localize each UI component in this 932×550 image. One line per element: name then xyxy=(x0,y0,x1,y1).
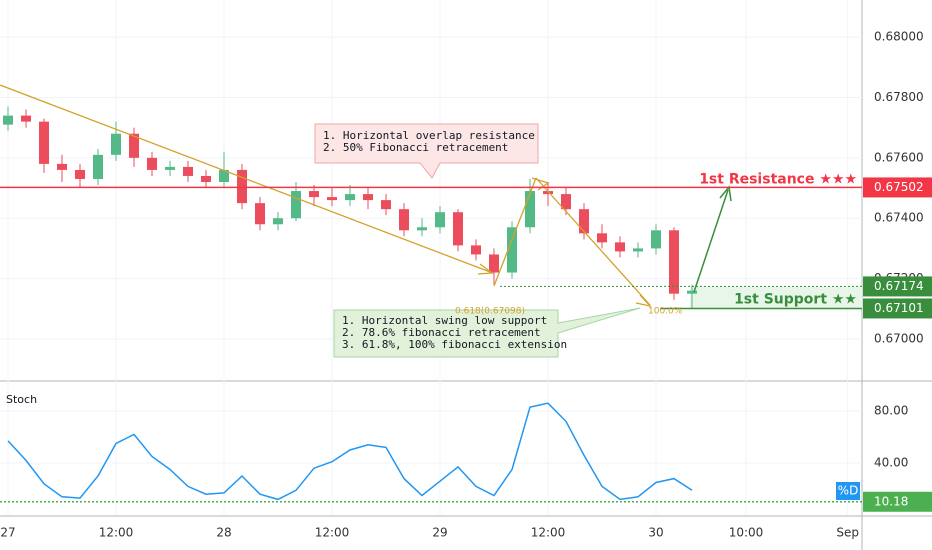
price-label: 0.67502 xyxy=(874,180,924,194)
candle-body xyxy=(93,154,104,179)
x-tick-label: 28 xyxy=(216,526,231,540)
candle-body xyxy=(452,212,463,246)
price-label-box xyxy=(863,298,932,319)
level-label: 1st Support ★★ xyxy=(734,291,857,307)
candle-body xyxy=(417,227,428,231)
y-tick-label: 40.00 xyxy=(874,456,908,470)
arrowhead xyxy=(635,294,652,308)
callout-text: 3. 61.8%, 100% fibonacci extension xyxy=(342,338,567,351)
candle-body xyxy=(524,191,535,228)
candle-body xyxy=(183,166,194,176)
candles xyxy=(3,106,697,309)
candle-body xyxy=(219,169,230,183)
candle-body xyxy=(399,209,410,231)
stoch-line xyxy=(7,402,693,501)
candle-body xyxy=(650,230,661,249)
candle-body xyxy=(381,200,392,210)
fib-label: 100.0% xyxy=(648,307,683,317)
fib-line xyxy=(535,177,651,306)
x-tick-label: Sep xyxy=(836,526,859,540)
fib-line xyxy=(493,177,537,287)
candle-body xyxy=(327,197,338,201)
x-tick-label: 27 xyxy=(0,526,15,540)
candle-body xyxy=(129,133,140,158)
callout-text: 1. Horizontal overlap resistance xyxy=(323,129,535,142)
candle-body xyxy=(255,203,266,225)
y-tick-label: 0.67000 xyxy=(874,331,924,345)
candle-body xyxy=(542,191,553,195)
candle-body xyxy=(470,245,481,255)
callout-text: 2. 50% Fibonacci retracement xyxy=(323,141,508,154)
candle-body xyxy=(39,121,50,164)
y-tick-label: 0.68000 xyxy=(874,30,924,44)
trend-line xyxy=(0,84,491,273)
drawings xyxy=(0,84,652,308)
x-tick-label: 12:00 xyxy=(531,526,566,540)
candle-body xyxy=(488,254,499,273)
candle-body xyxy=(75,169,86,179)
x-tick-label: 12:00 xyxy=(315,526,350,540)
x-tick-label: 12:00 xyxy=(99,526,134,540)
y-tick-label: 0.67400 xyxy=(874,211,924,225)
callout-box xyxy=(314,123,539,179)
candle-body xyxy=(560,194,571,210)
price-label-box xyxy=(863,276,932,297)
candle-body xyxy=(273,218,284,225)
price-label: 0.67101 xyxy=(874,301,924,315)
pane-title: Stoch xyxy=(6,393,37,406)
y-tick-label: 0.67800 xyxy=(874,90,924,104)
y-tick-label: 0.67600 xyxy=(874,150,924,164)
candle-body xyxy=(21,115,32,122)
candle-body xyxy=(57,163,68,170)
x-tick-label: 10:00 xyxy=(729,526,764,540)
y-tick-label: 80.00 xyxy=(874,404,908,418)
candle-body xyxy=(201,175,212,183)
support-zone xyxy=(690,286,862,309)
candle-body xyxy=(147,157,158,170)
callout-box xyxy=(333,307,641,358)
candle-body xyxy=(614,242,625,252)
x-tick-label: 30 xyxy=(648,526,663,540)
x-tick-label: 29 xyxy=(432,526,447,540)
candle-body xyxy=(632,248,643,252)
candle-body xyxy=(578,209,589,234)
price-label-box xyxy=(863,177,932,198)
price-label: 0.67174 xyxy=(874,279,924,293)
legend-box xyxy=(836,482,860,500)
legend-label: %D xyxy=(838,484,859,498)
candle-body xyxy=(111,133,122,155)
projection-arrow xyxy=(693,189,729,293)
fib-label: 0.618(0.67098) xyxy=(455,307,525,317)
candle-body xyxy=(165,166,176,170)
candle-body xyxy=(3,115,14,125)
candle-body xyxy=(596,233,607,243)
candle-body xyxy=(291,191,302,219)
price-label-box xyxy=(863,491,932,512)
candle-body xyxy=(668,230,679,294)
level-label: 1st Resistance ★★★ xyxy=(699,171,857,187)
candle-body xyxy=(686,290,697,294)
price-label: 10.18 xyxy=(874,494,908,508)
candle-body xyxy=(309,191,320,198)
callout-text: 1. Horizontal swing low support xyxy=(342,314,547,327)
candle-body xyxy=(434,212,445,228)
candle-body xyxy=(506,227,517,273)
candle-body xyxy=(345,194,356,201)
arrowhead xyxy=(477,263,494,275)
candle-body xyxy=(363,194,374,201)
candle-body xyxy=(237,169,248,204)
callout-text: 2. 78.6% fibonacci retracement xyxy=(342,326,541,339)
